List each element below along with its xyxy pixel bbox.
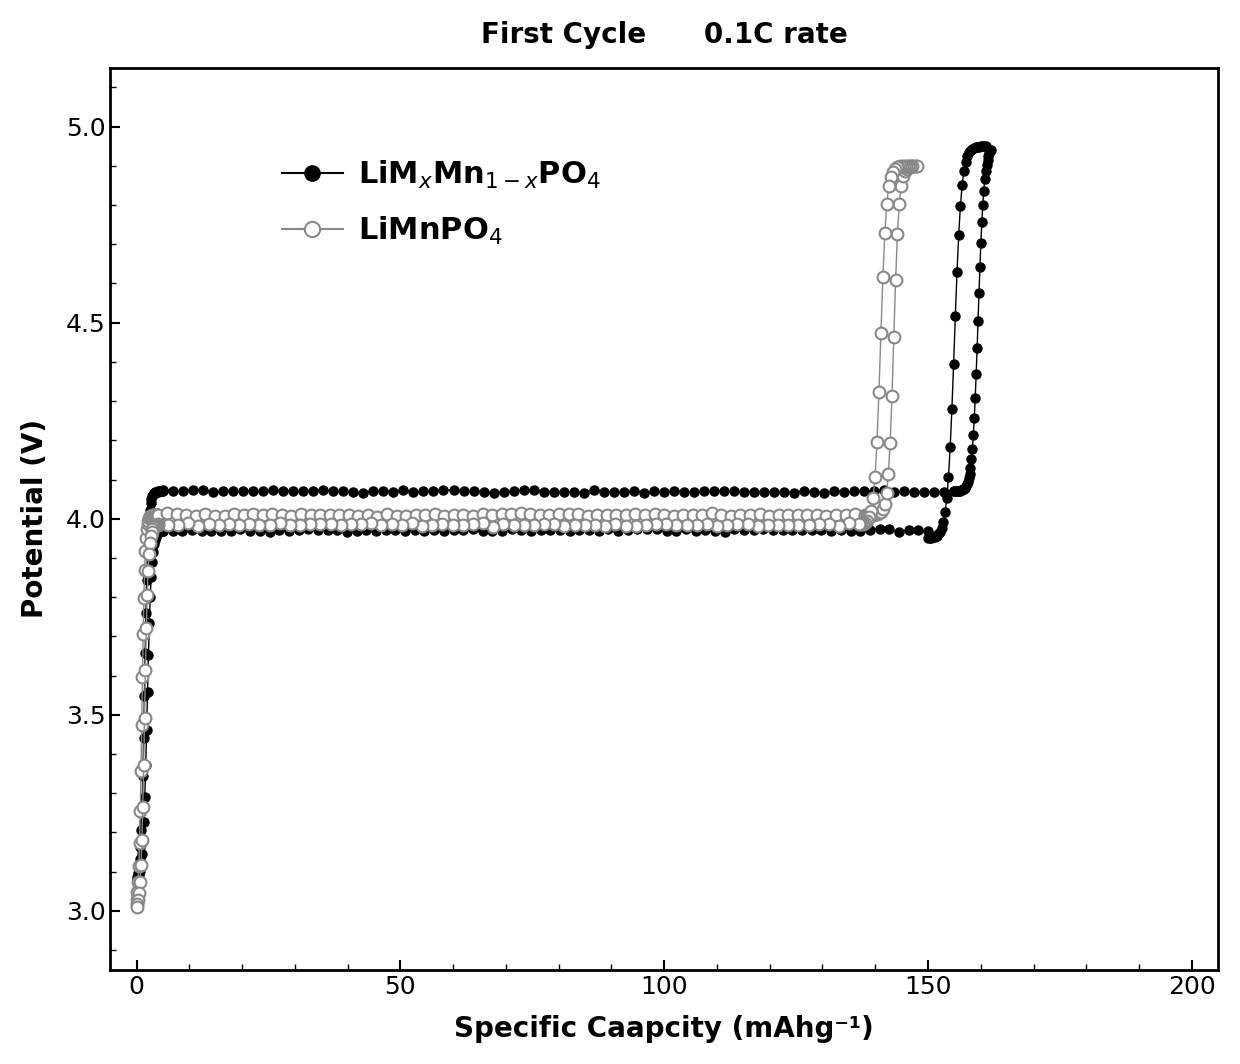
Y-axis label: Potential (V): Potential (V)	[21, 419, 48, 618]
X-axis label: Specific Caapcity (mAhg⁻¹): Specific Caapcity (mAhg⁻¹)	[454, 1015, 874, 1043]
Title: First Cycle      0.1C rate: First Cycle 0.1C rate	[481, 21, 848, 49]
Legend: LiM$_x$Mn$_{1-x}$PO$_4$, LiMnPO$_4$: LiM$_x$Mn$_{1-x}$PO$_4$, LiMnPO$_4$	[269, 146, 613, 260]
